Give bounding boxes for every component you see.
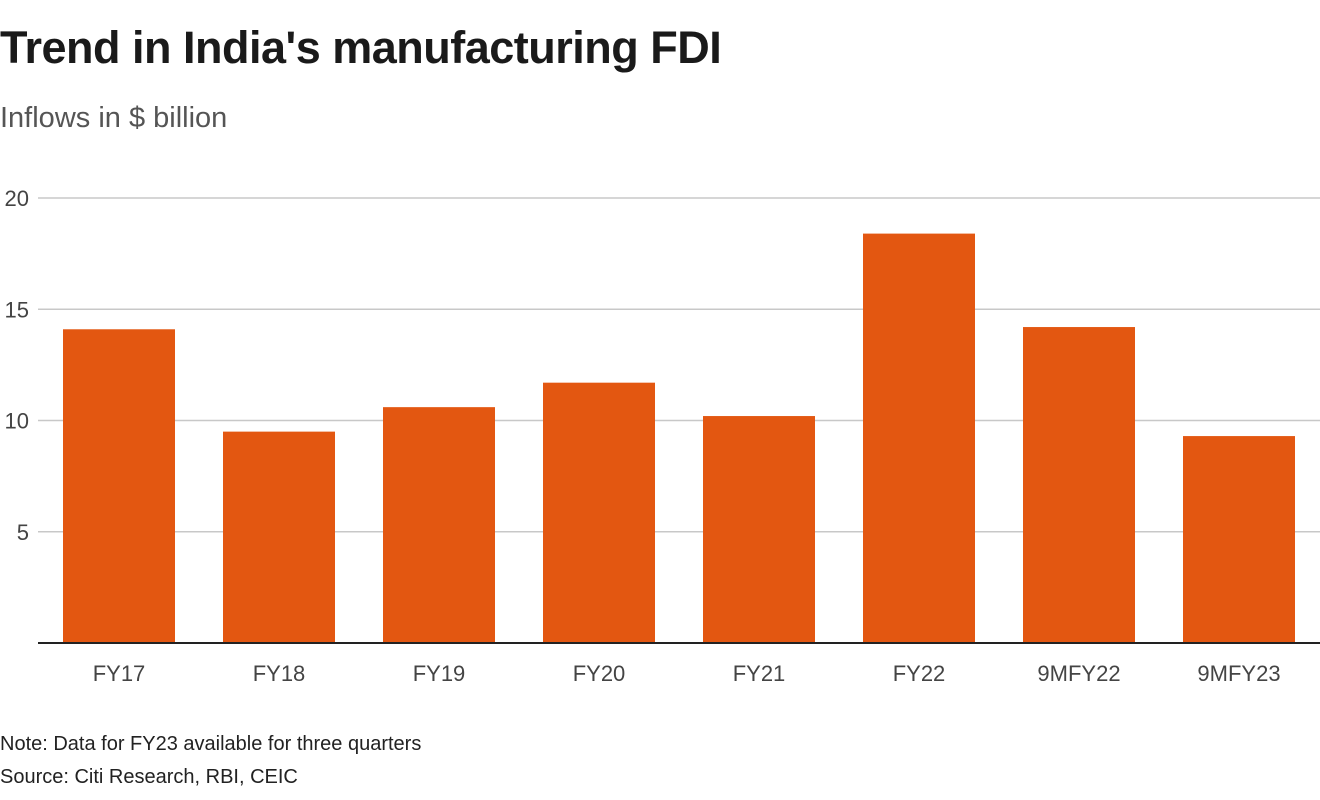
x-tick-label: FY20 (573, 661, 626, 686)
x-tick-label: FY19 (413, 661, 466, 686)
chart-title: Trend in India's manufacturing FDI (0, 22, 722, 73)
bar-9mfy22 (1023, 327, 1135, 643)
bar-fy22 (863, 233, 975, 643)
y-tick-label: 20 (5, 186, 29, 211)
x-tick-label: FY22 (893, 661, 946, 686)
x-tick-label: FY21 (733, 661, 786, 686)
bar-fy19 (383, 407, 495, 643)
bar-fy18 (223, 431, 335, 643)
x-tick-label: FY18 (253, 661, 306, 686)
x-tick-label: 9MFY22 (1037, 661, 1120, 686)
chart-source: Source: Citi Research, RBI, CEIC (0, 766, 298, 788)
y-tick-label: 5 (17, 520, 29, 545)
x-tick-label: FY17 (93, 661, 146, 686)
bar-9mfy23 (1183, 436, 1295, 643)
chart-note: Note: Data for FY23 available for three … (0, 733, 422, 755)
y-tick-label: 10 (5, 409, 29, 434)
bar-fy20 (543, 382, 655, 643)
bar-fy21 (703, 416, 815, 643)
x-tick-label: 9MFY23 (1197, 661, 1280, 686)
bar-fy17 (63, 329, 175, 643)
chart-subtitle: Inflows in $ billion (0, 102, 228, 134)
y-tick-label: 15 (5, 297, 29, 322)
bar-chart: 5 10 15 20 FY17 FY18 FY19 FY20 FY21 FY22 9MFY22 9MF… (5, 186, 1320, 686)
